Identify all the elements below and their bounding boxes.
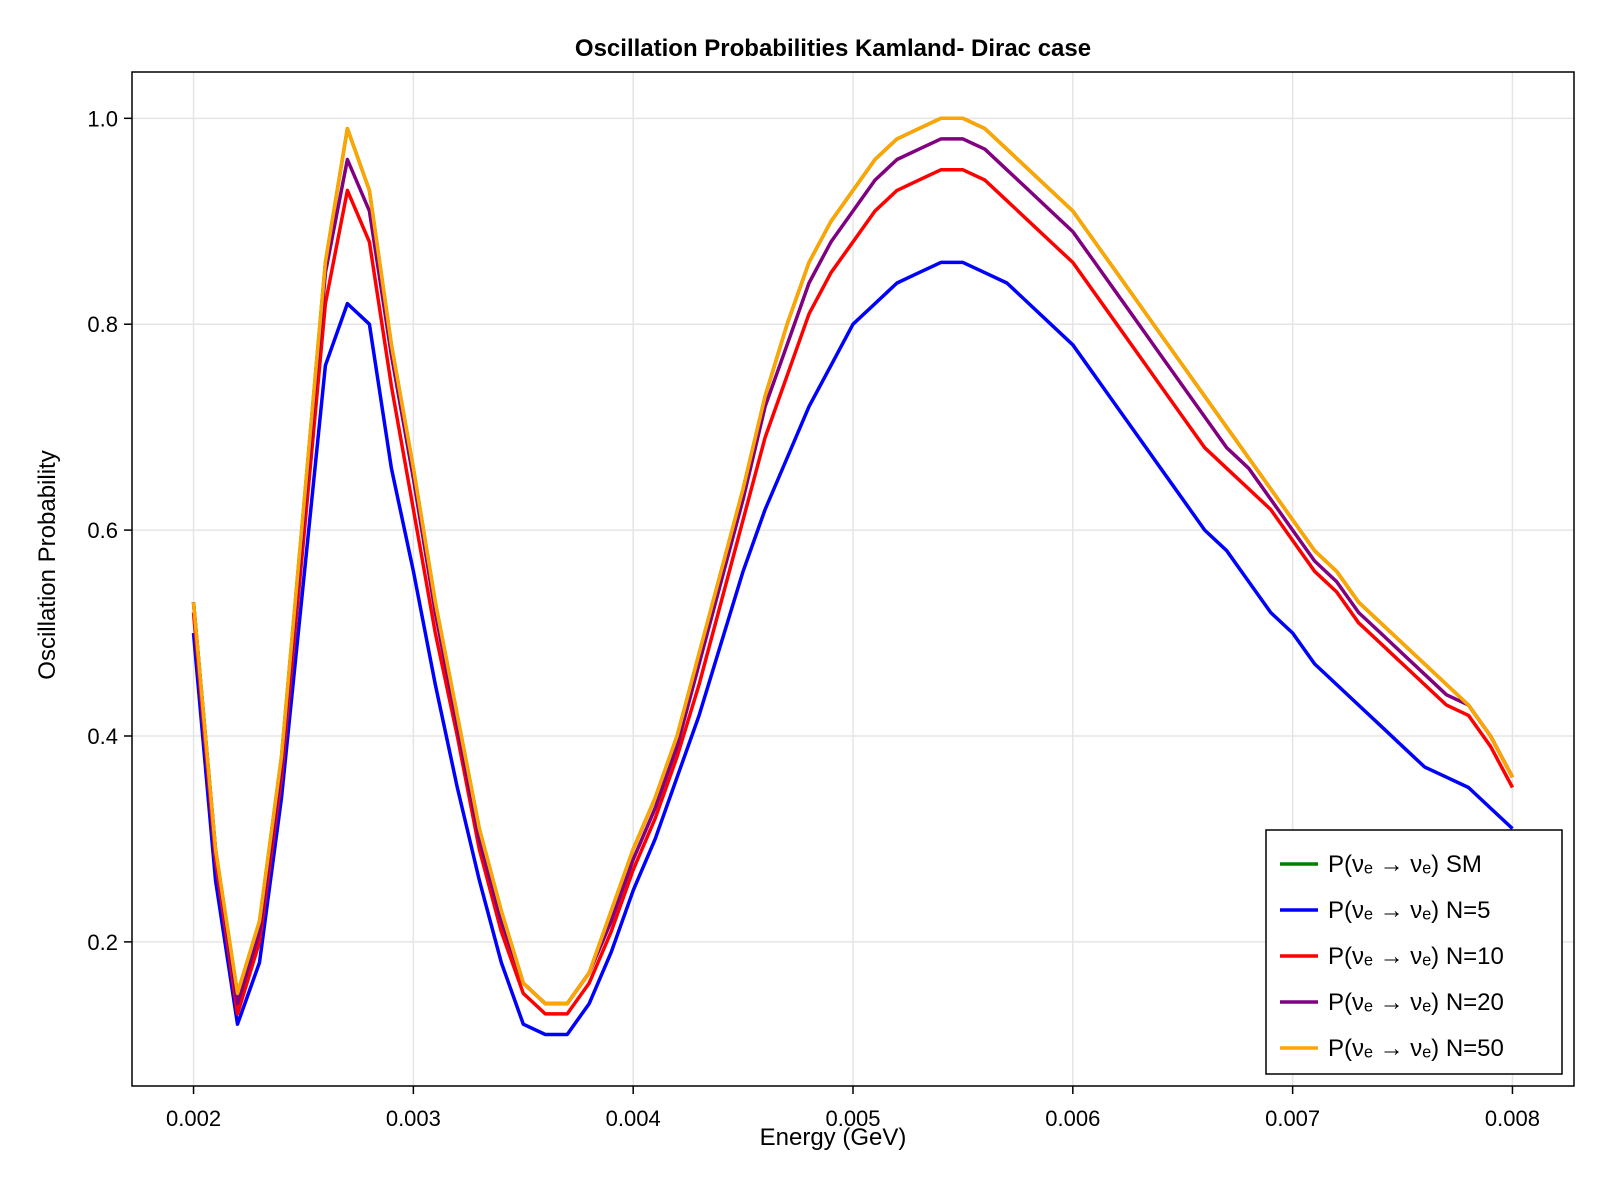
y-tick-label: 0.4 xyxy=(87,724,118,749)
legend-label: P(νₑ → νₑ) SM xyxy=(1328,851,1482,878)
x-tick-label: 0.002 xyxy=(166,1106,221,1131)
x-tick-label: 0.006 xyxy=(1045,1106,1100,1131)
series-lines xyxy=(191,116,1515,1037)
legend-label: P(νₑ → νₑ) N=5 xyxy=(1328,897,1491,924)
x-tick-label: 0.003 xyxy=(386,1106,441,1131)
legend-label: P(νₑ → νₑ) N=20 xyxy=(1328,989,1504,1016)
legend-box xyxy=(1265,829,1563,1075)
x-tick-label: 0.007 xyxy=(1265,1106,1320,1131)
x-tick-label: 0.008 xyxy=(1485,1106,1540,1131)
x-axis-ticks: 0.002 0.003 0.004 0.005 0.006 0.007 0.008 xyxy=(166,1086,1540,1131)
y-tick-label: 0.2 xyxy=(87,930,118,955)
legend-label: P(νₑ → νₑ) N=50 xyxy=(1328,1035,1504,1062)
y-tick-label: 0.8 xyxy=(87,312,118,337)
x-tick-label: 0.004 xyxy=(606,1106,661,1131)
y-tick-label: 1.0 xyxy=(87,106,118,131)
y-axis-ticks: 0.2 0.4 0.6 0.8 1.0 xyxy=(87,106,132,955)
series-line-4 xyxy=(191,116,1515,1006)
chart-title: Oscillation Probabilities Kamland- Dirac… xyxy=(575,35,1091,62)
y-axis-label: Oscillation Probability xyxy=(34,450,61,679)
x-axis-label: Energy (GeV) xyxy=(760,1124,907,1151)
legend-label: P(νₑ → νₑ) N=10 xyxy=(1328,943,1504,970)
series-line-1 xyxy=(191,260,1514,1037)
x-tick-label: 0.005 xyxy=(825,1106,880,1131)
legend: P(νₑ → νₑ) SM P(νₑ → νₑ) N=5 P(νₑ → νₑ) N=… xyxy=(1265,829,1563,1075)
series-line-2 xyxy=(191,168,1515,1016)
y-tick-label: 0.6 xyxy=(87,518,118,543)
